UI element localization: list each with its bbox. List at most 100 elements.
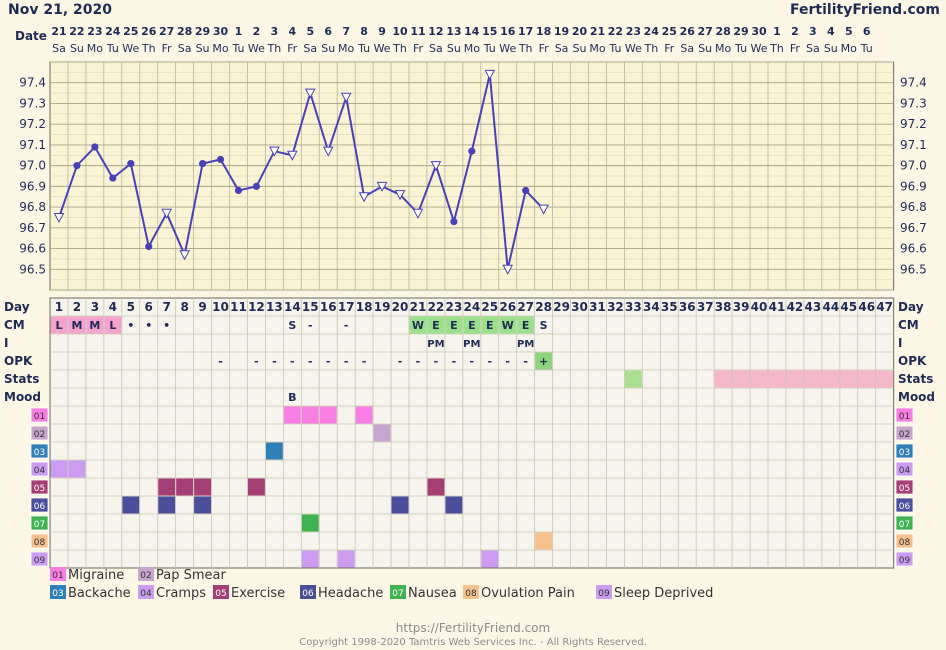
- symptom-cell: [247, 478, 265, 496]
- y-tick-label-left: 96.9: [19, 179, 46, 193]
- date-tick-label: 23: [626, 25, 641, 38]
- cycle-day-label: 39: [733, 300, 750, 314]
- y-tick-label-left: 96.6: [19, 242, 46, 256]
- weekday-tick-label: Sa: [806, 42, 820, 55]
- opk-result: -: [452, 355, 457, 368]
- weekday-tick-label: Tu: [357, 42, 370, 55]
- weekday-tick-label: Sa: [303, 42, 317, 55]
- observation-table: 1 2 3 4 5 6 7 8 9 10 11 12 13 14 15 16 17 18 19 20 21 22 23 24 2…: [30, 297, 914, 569]
- temperature-point: [198, 159, 207, 168]
- legend-name: Backache: [68, 586, 131, 601]
- symptom-cell: [194, 496, 212, 514]
- opk-result: -: [434, 355, 439, 368]
- symptom-cell: [337, 550, 355, 568]
- symptom-code-right: 07: [899, 520, 910, 530]
- temperature-point: [430, 161, 442, 172]
- symptom-code-box-right: [895, 479, 914, 495]
- weekday-tick-label: Su: [447, 42, 461, 55]
- temperature-point: [394, 190, 406, 201]
- y-tick-label-left: 97.3: [19, 96, 46, 110]
- opk-result: -: [308, 355, 313, 368]
- date-tick-label: 26: [680, 25, 696, 38]
- cycle-day-label: 45: [840, 300, 857, 314]
- symptom-code-right: 02: [899, 430, 910, 440]
- legend-swatch: [463, 585, 479, 599]
- weekday-tick-label: Mo: [715, 42, 731, 55]
- weekday-tick-label: Fr: [790, 42, 801, 55]
- temperature-point: [412, 208, 424, 219]
- cycle-day-label: 14: [284, 300, 301, 314]
- cm-cell-fill: [463, 316, 481, 334]
- cycle-day-label: 11: [230, 300, 247, 314]
- opk-result: +: [539, 355, 548, 368]
- y-tick-label-right: 97.2: [900, 117, 927, 131]
- weekday-tick-label: Th: [769, 42, 784, 55]
- legend-name: Migraine: [68, 568, 124, 583]
- cm-observation: •: [163, 319, 170, 332]
- brand-name[interactable]: FertilityFriend.com: [790, 2, 940, 18]
- legend-name: Cramps: [156, 586, 206, 601]
- symptom-code-left: 06: [34, 502, 46, 512]
- symptom-code-left: 02: [34, 430, 45, 440]
- legend-swatch: [213, 585, 229, 599]
- cm-observation: W: [412, 319, 424, 332]
- date-tick-label: 27: [698, 25, 713, 38]
- legend-swatch: [138, 567, 154, 581]
- cycle-day-label: 25: [481, 300, 498, 314]
- symptom-cell: [427, 478, 445, 496]
- cycle-day-label: 2: [73, 300, 81, 314]
- legend-code: 05: [215, 589, 226, 599]
- cm-observation: •: [145, 319, 152, 332]
- legend-name: Headache: [318, 586, 383, 601]
- cm-row-label-right: CM: [898, 318, 919, 332]
- weekday-tick-label: Mo: [589, 42, 605, 55]
- cm-cell-fill: [427, 316, 445, 334]
- cycle-day-label: 30: [571, 300, 588, 314]
- row-labels: Day Day CM CM I I OPK OPK Stats Stats Mo…: [4, 300, 935, 404]
- temperature-point: [304, 88, 316, 99]
- temperature-point: [109, 174, 117, 182]
- legend-code: 04: [140, 589, 152, 599]
- table-background: [49, 297, 895, 569]
- cycle-day-label: 47: [876, 300, 893, 314]
- date-tick-label: 3: [809, 25, 817, 38]
- legend-swatch: [138, 585, 154, 599]
- date-tick-label: 2: [253, 25, 261, 38]
- weekday-tick-label: Mo: [841, 42, 857, 55]
- symptom-code-box-right: [895, 533, 914, 549]
- opk-result: -: [398, 355, 403, 368]
- legend-code: 07: [392, 589, 403, 599]
- date-tick-label: 28: [715, 25, 730, 38]
- weekday-tick-label: Tu: [860, 42, 873, 55]
- symptom-code-box-left: [30, 533, 49, 549]
- y-tick-label-left: 97.0: [19, 159, 46, 173]
- cycle-day-label: 26: [499, 300, 516, 314]
- date-row-label: Date: [15, 29, 47, 43]
- symptom-code-right: 03: [899, 448, 910, 458]
- footer-copyright: Copyright 1998-2020 Tamtris Web Services…: [299, 637, 647, 648]
- date-tick-label: 7: [342, 25, 350, 38]
- symptom-code-box-left: [30, 497, 49, 513]
- symptom-code-right: 08: [899, 538, 911, 548]
- cycle-day-label: 5: [127, 300, 135, 314]
- temperature-line: [58, 74, 545, 270]
- temperature-point: [73, 162, 81, 170]
- date-tick-label: 30: [751, 25, 767, 38]
- legend-code: 08: [465, 589, 477, 599]
- header-date: Nov 21, 2020: [8, 2, 112, 18]
- opk-result: -: [272, 355, 277, 368]
- date-tick-label: 24: [644, 25, 660, 38]
- y-tick-label-left: 97.1: [19, 138, 46, 152]
- y-tick-label-right: 97.1: [900, 138, 927, 152]
- weekday-tick-label: Fr: [539, 42, 550, 55]
- cycle-day-label: 34: [643, 300, 660, 314]
- y-tick-label-left: 97.4: [19, 76, 46, 90]
- footer-url[interactable]: https://FertilityFriend.com: [396, 621, 550, 635]
- cycle-day-label: 35: [661, 300, 678, 314]
- symptom-code-box-right: [895, 425, 914, 441]
- cycle-day-label: 9: [198, 300, 206, 314]
- symptom-code-box-left: [30, 425, 49, 441]
- symptom-code-left: 07: [34, 520, 45, 530]
- opk-result: -: [523, 355, 528, 368]
- symptom-code-box-left: [30, 515, 49, 531]
